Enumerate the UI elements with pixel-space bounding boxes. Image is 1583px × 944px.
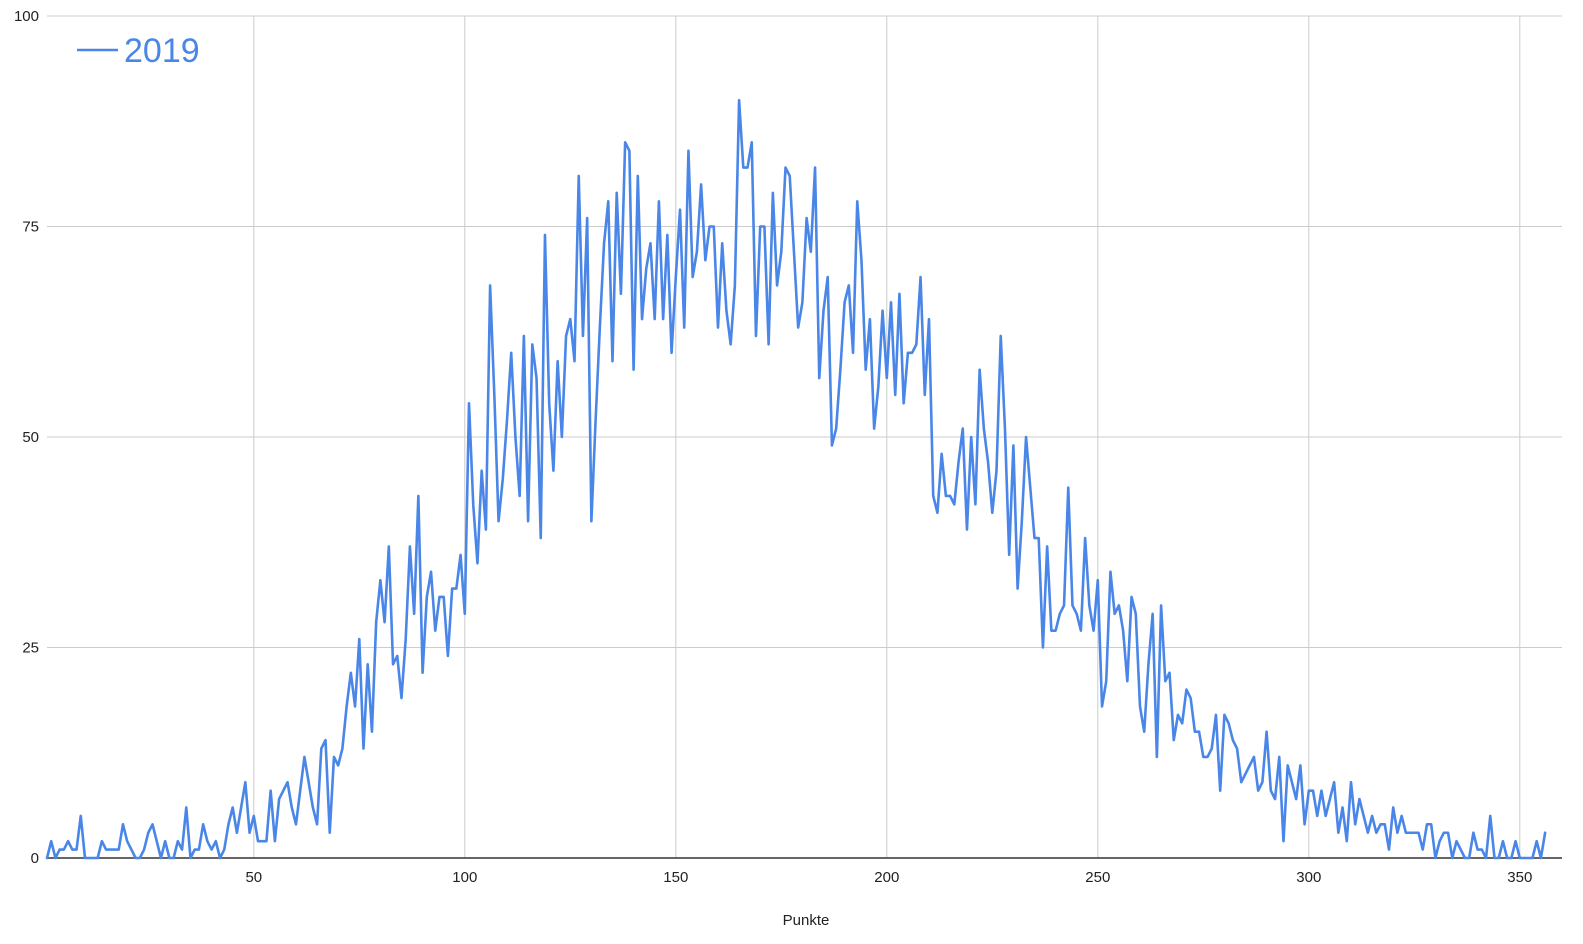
x-tick-label: 100 <box>452 869 477 886</box>
series-layer <box>45 98 1547 860</box>
x-tick-label: 200 <box>874 869 899 886</box>
legend-label: 2019 <box>124 32 200 70</box>
x-tick-label: 50 <box>245 869 262 886</box>
series-line-2019 <box>45 98 1547 860</box>
x-axis-title: Punkte <box>783 912 830 929</box>
x-tick-label: 300 <box>1296 869 1321 886</box>
y-tick-label: 0 <box>31 850 39 867</box>
y-tick-label: 100 <box>14 8 39 25</box>
axes: 0 25 50 75 100 50 100 150 200 250 300 350 <box>14 8 1562 886</box>
x-tick-label: 250 <box>1085 869 1110 886</box>
x-tick-label: 350 <box>1507 869 1532 886</box>
y-tick-label: 75 <box>22 219 39 236</box>
x-tick-label: 150 <box>663 869 688 886</box>
gridlines <box>47 15 1562 858</box>
y-tick-label: 25 <box>22 640 39 657</box>
y-tick-label: 50 <box>22 429 39 446</box>
legend: 2019 <box>77 32 200 70</box>
